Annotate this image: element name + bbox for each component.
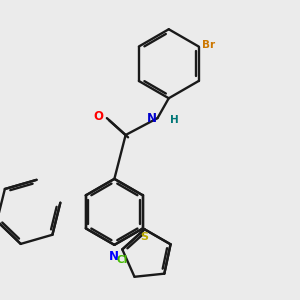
Text: N: N	[147, 112, 157, 124]
Text: H: H	[169, 115, 178, 125]
Text: N: N	[110, 250, 119, 263]
Text: S: S	[140, 232, 148, 242]
Text: O: O	[93, 110, 103, 123]
Text: Cl: Cl	[117, 255, 128, 265]
Text: Br: Br	[202, 40, 215, 50]
